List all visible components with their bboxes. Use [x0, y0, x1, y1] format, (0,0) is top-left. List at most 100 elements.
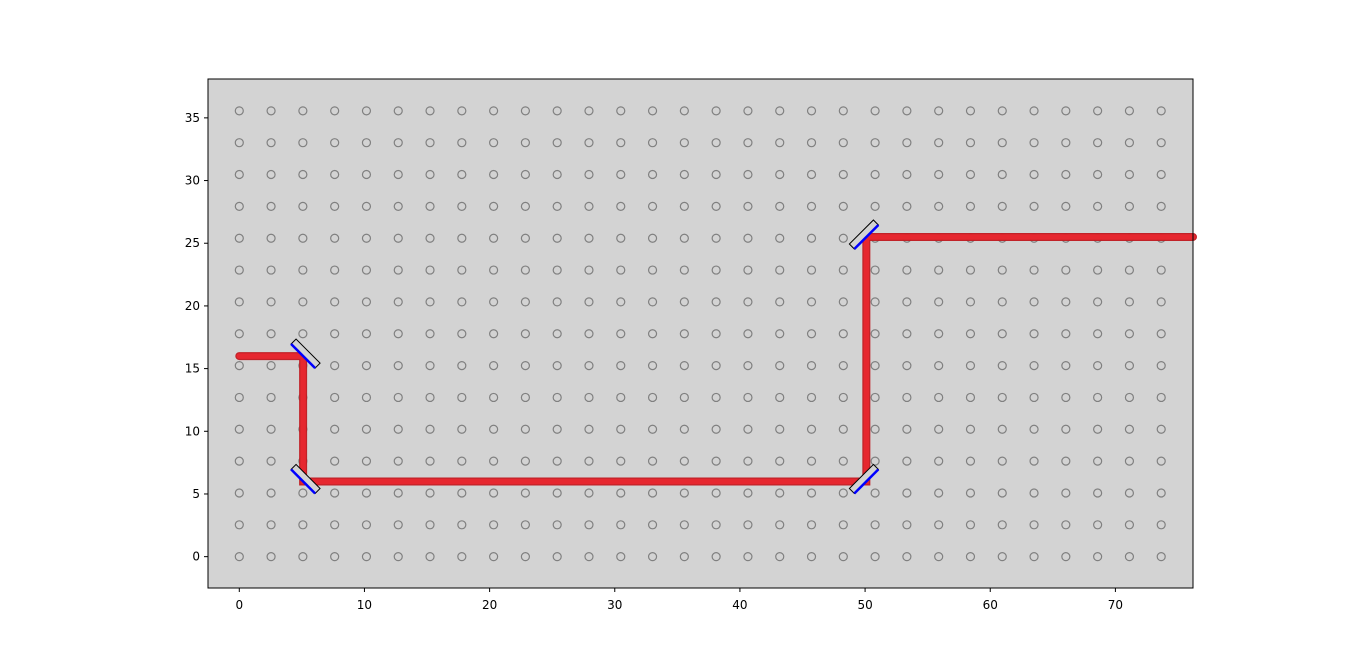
hole-marker: [520, 265, 531, 275]
hole-marker: [838, 488, 848, 498]
hole-marker: [647, 552, 658, 562]
hole-marker: [1156, 106, 1166, 116]
hole-marker: [711, 297, 721, 307]
hole-marker: [1156, 265, 1166, 275]
hole-marker: [870, 265, 880, 275]
hole-marker: [806, 138, 817, 148]
hole-marker: [934, 392, 944, 403]
hole-marker: [457, 456, 467, 466]
hole-marker: [806, 297, 817, 307]
hole-marker: [393, 392, 403, 403]
hole-marker: [234, 488, 244, 498]
hole-marker: [425, 456, 435, 466]
hole-marker: [775, 297, 785, 307]
hole-marker: [775, 169, 785, 180]
hole-marker: [806, 456, 817, 466]
hole-marker: [838, 201, 848, 211]
hole-marker: [1156, 488, 1166, 498]
hole-marker: [902, 138, 912, 148]
hole-marker: [997, 297, 1007, 307]
beam-path: [236, 234, 1196, 485]
mirror-reflective-face: [853, 468, 880, 495]
hole-marker: [775, 138, 785, 148]
hole-marker: [647, 265, 658, 275]
x-tick-label: 0: [235, 598, 243, 612]
hole-marker: [1093, 138, 1103, 148]
hole-marker: [234, 106, 244, 116]
hole-marker: [361, 169, 372, 180]
hole-marker: [234, 329, 244, 339]
hole-marker: [902, 169, 912, 180]
hole-marker: [361, 329, 372, 339]
hole-marker: [584, 138, 594, 148]
hole-marker: [266, 424, 276, 434]
hole-marker: [552, 424, 562, 434]
hole-marker: [1029, 488, 1039, 498]
hole-marker: [266, 392, 276, 403]
hole-marker: [647, 488, 658, 498]
hole-marker: [234, 520, 244, 530]
hole-marker: [965, 138, 976, 148]
hole-marker: [1156, 552, 1166, 562]
hole-marker: [1156, 297, 1166, 307]
hole-marker: [266, 488, 276, 498]
hole-marker: [266, 138, 276, 148]
hole-marker: [457, 552, 467, 562]
hole-marker: [393, 360, 403, 371]
hole-marker: [647, 201, 658, 211]
hole-marker: [520, 201, 531, 211]
hole-marker: [1061, 552, 1071, 562]
hole-marker: [1093, 520, 1103, 530]
hole-marker: [965, 297, 976, 307]
hole-marker: [234, 424, 244, 434]
hole-marker: [616, 552, 626, 562]
mirror-reflective-face: [290, 343, 317, 369]
hole-marker: [520, 456, 531, 466]
hole-marker: [616, 360, 626, 371]
hole-marker: [298, 520, 308, 530]
hole-marker: [1093, 392, 1103, 403]
hole-marker: [584, 392, 594, 403]
hole-marker: [520, 392, 531, 403]
hole-marker: [616, 106, 626, 116]
hole-marker: [1124, 488, 1135, 498]
hole-marker: [489, 360, 499, 371]
hole-marker: [1029, 329, 1039, 339]
hole-marker: [934, 169, 944, 180]
hole-marker: [775, 392, 785, 403]
hole-marker: [806, 360, 817, 371]
hole-marker: [838, 138, 848, 148]
hole-marker: [393, 233, 403, 243]
hole-marker: [1156, 201, 1166, 211]
hole-marker: [425, 169, 435, 180]
hole-marker: [711, 233, 721, 243]
hole-marker: [647, 360, 658, 371]
hole-marker: [997, 106, 1007, 116]
hole-marker: [1124, 424, 1135, 434]
hole-marker: [520, 520, 531, 530]
hole-marker: [1061, 488, 1071, 498]
hole-marker: [679, 552, 689, 562]
hole-marker: [584, 488, 594, 498]
plot-background: [208, 79, 1193, 588]
hole-marker: [298, 201, 308, 211]
hole-marker: [298, 329, 308, 339]
hole-marker: [870, 424, 880, 434]
hole-marker: [870, 520, 880, 530]
hole-marker: [870, 169, 880, 180]
hole-marker: [934, 488, 944, 498]
hole-marker: [425, 233, 435, 243]
hole-marker: [552, 360, 562, 371]
hole-marker: [1029, 552, 1039, 562]
hole-marker: [393, 265, 403, 275]
plot-frame: [207, 78, 1194, 589]
hole-marker: [965, 520, 976, 530]
hole-marker: [711, 520, 721, 530]
hole-marker: [806, 233, 817, 243]
hole-marker: [1124, 456, 1135, 466]
hole-marker: [330, 552, 340, 562]
hole-marker: [806, 392, 817, 403]
hole-marker: [520, 552, 531, 562]
hole-marker: [743, 424, 753, 434]
mirrors: [290, 219, 880, 495]
